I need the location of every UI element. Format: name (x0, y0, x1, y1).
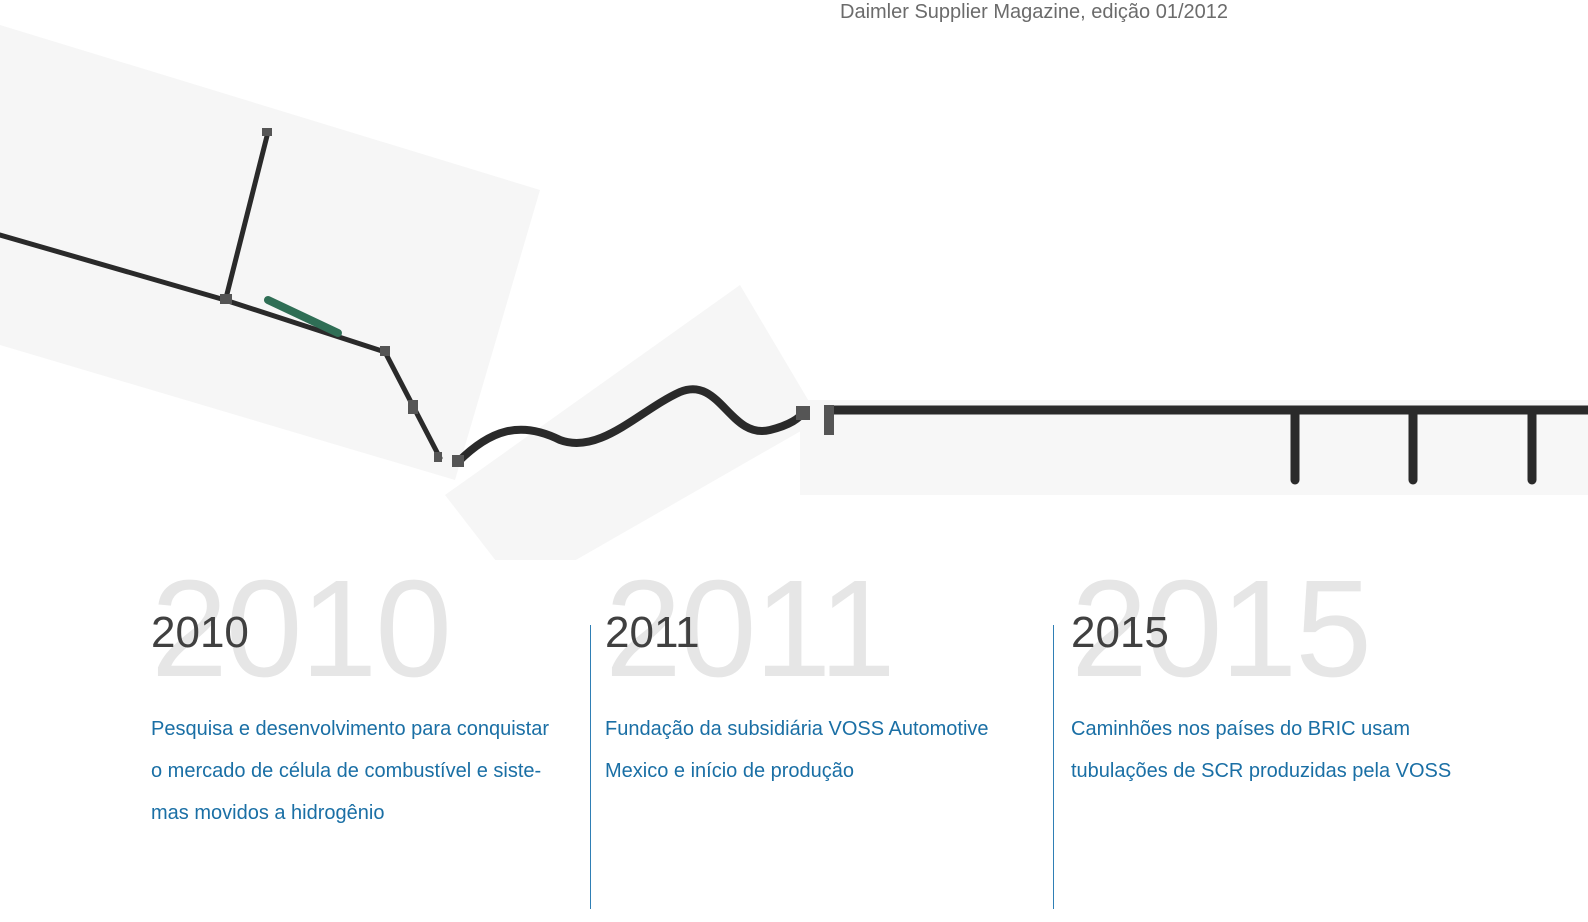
description: Pesquisa e desenvolvimento para conquist… (151, 708, 549, 834)
description-line: o mercado de célula de combustível e sis… (151, 750, 549, 792)
description-line: Pesquisa e desenvolvimento para conquist… (151, 708, 549, 750)
year: 2015 (1071, 608, 1169, 658)
year: 2010 (151, 608, 249, 658)
divider (1053, 625, 1054, 909)
divider (590, 625, 591, 909)
year: 2011 (605, 608, 700, 658)
description-line: Fundação da subsidiária VOSS Automotive (605, 708, 989, 750)
caption: Daimler Supplier Magazine, edição 01/201… (840, 0, 1228, 24)
description-line: tubulações de SCR produzidas pela VOSS (1071, 750, 1451, 792)
backdrop (0, 25, 540, 480)
description-line: mas movidos a hidrogênio (151, 792, 549, 834)
description-line: Caminhões nos países do BRIC usam (1071, 708, 1451, 750)
description-line: Mexico e início de produção (605, 750, 989, 792)
illustration (0, 0, 1588, 560)
page: Daimler Supplier Magazine, edição 01/201… (0, 0, 1588, 922)
